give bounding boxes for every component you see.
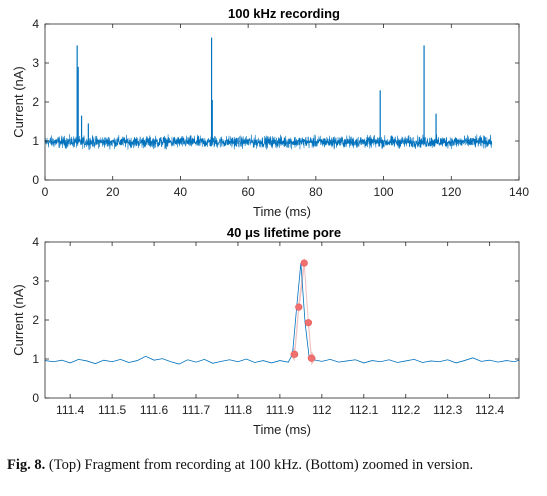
bottom-chart-marker	[307, 354, 315, 362]
top-chart-title: 100 kHz recording	[228, 6, 340, 21]
bottom-chart-xtick-label: 112.3	[433, 403, 462, 417]
top-chart-xtick-label: 120	[441, 185, 461, 199]
top-chart-ylabel: Current (nA)	[11, 66, 26, 138]
top-chart-xtick-label: 20	[106, 185, 120, 199]
bottom-chart-marker	[300, 259, 308, 267]
bottom-chart-xtick-label: 111.8	[224, 403, 253, 417]
top-chart-xtick-label: 0	[42, 185, 49, 199]
bottom-chart-trace	[44, 263, 520, 365]
caption-label: Fig. 8.	[7, 457, 46, 473]
bottom-chart-xtick-label: 112.2	[391, 403, 420, 417]
top-chart-ytick-label: 2	[32, 95, 39, 109]
top-chart-xtick-label: 60	[241, 185, 255, 199]
bottom-chart-xtick-label: 112	[312, 403, 331, 417]
top-chart-xlabel: Time (ms)	[253, 204, 311, 219]
top-chart-series	[44, 37, 493, 151]
bottom-chart-xtick-label: 112.4	[475, 403, 504, 417]
top-chart-ytick-label: 1	[32, 134, 39, 148]
bottom-chart-marker	[295, 303, 303, 311]
bottom-chart: 40 μs lifetime pore 111.4 111.5 111.6 111.7…	[11, 225, 520, 437]
top-chart-xtick-label: 100	[374, 185, 394, 199]
top-chart: 100 kHz recording 0 20 40 60 80 100 120 140 0 1 2 3…	[11, 6, 529, 219]
bottom-chart-ytick-label: 4	[32, 235, 39, 249]
top-chart-xtick-label: 40	[174, 185, 188, 199]
bottom-chart-xtick-label: 111.9	[266, 403, 295, 417]
bottom-chart-ytick-label: 1	[32, 352, 39, 366]
top-chart-xtick-label: 80	[309, 185, 323, 199]
top-chart-xtick-label: 140	[509, 185, 529, 199]
top-chart-axes: 0 20 40 60 80 100 120 140 0 1 2 3 4	[32, 17, 529, 199]
caption-text: (Top) Fragment from recording at 100 kHz…	[48, 457, 474, 473]
top-chart-trace	[44, 134, 493, 151]
bottom-chart-xtick-label: 111.4	[56, 403, 85, 417]
bottom-chart-xtick-label: 111.5	[98, 403, 127, 417]
bottom-chart-title: 40 μs lifetime pore	[227, 225, 341, 240]
bottom-chart-xtick-label: 112.1	[349, 403, 378, 417]
bottom-chart-ylabel: Current (nA)	[11, 284, 26, 356]
bottom-chart-frame	[44, 241, 520, 399]
top-chart-frame	[44, 23, 520, 181]
bottom-chart-ytick-label: 2	[32, 313, 39, 327]
top-chart-ytick-label: 3	[32, 56, 39, 70]
bottom-chart-ytick-label: 3	[32, 274, 39, 288]
bottom-chart-series	[44, 256, 520, 366]
bottom-chart-marker	[304, 319, 313, 327]
figure-caption: Fig. 8. (Top) Fragment from recording at…	[7, 456, 541, 475]
bottom-chart-xtick-label: 111.6	[140, 403, 169, 417]
bottom-chart-xlabel: Time (ms)	[253, 422, 311, 437]
top-chart-ytick-label: 4	[32, 17, 39, 31]
bottom-chart-ytick-label: 0	[32, 391, 39, 405]
bottom-chart-highlight	[289, 256, 317, 366]
bottom-chart-axes: 111.4 111.5 111.6 111.7 111.8 111.9 112 112.1 11…	[32, 235, 519, 417]
top-chart-ytick-label: 0	[32, 173, 39, 187]
bottom-chart-marker	[290, 350, 299, 358]
bottom-chart-xtick-label: 111.7	[182, 403, 211, 417]
